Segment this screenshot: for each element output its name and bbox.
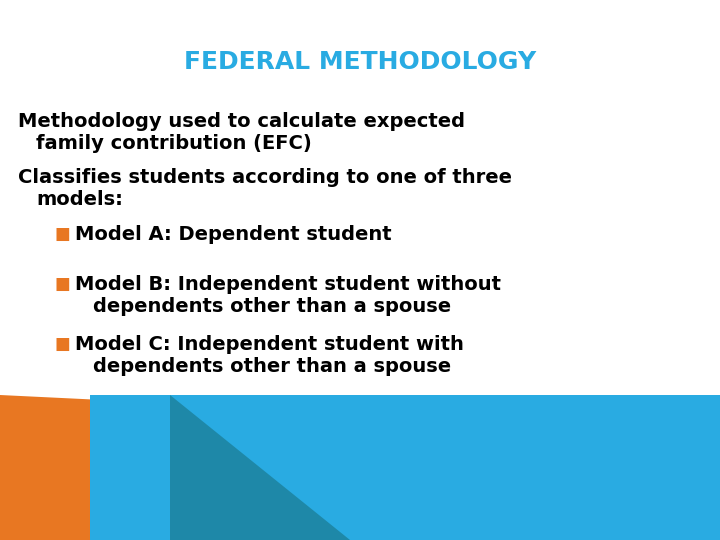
Text: ■: ■: [55, 335, 71, 353]
Polygon shape: [170, 395, 350, 540]
Polygon shape: [0, 395, 720, 540]
Text: Model B: Independent student without: Model B: Independent student without: [75, 275, 501, 294]
Text: ■: ■: [55, 275, 71, 293]
Text: models:: models:: [36, 190, 123, 209]
Text: dependents other than a spouse: dependents other than a spouse: [93, 357, 451, 376]
Text: Model A: Dependent student: Model A: Dependent student: [75, 225, 392, 244]
Text: FEDERAL METHODOLOGY: FEDERAL METHODOLOGY: [184, 50, 536, 74]
Text: Methodology used to calculate expected: Methodology used to calculate expected: [18, 112, 465, 131]
Text: dependents other than a spouse: dependents other than a spouse: [93, 297, 451, 316]
Text: ■: ■: [55, 225, 71, 243]
Polygon shape: [90, 395, 720, 540]
Text: Classifies students according to one of three: Classifies students according to one of …: [18, 168, 512, 187]
Text: family contribution (EFC): family contribution (EFC): [36, 134, 312, 153]
Text: Model C: Independent student with: Model C: Independent student with: [75, 335, 464, 354]
